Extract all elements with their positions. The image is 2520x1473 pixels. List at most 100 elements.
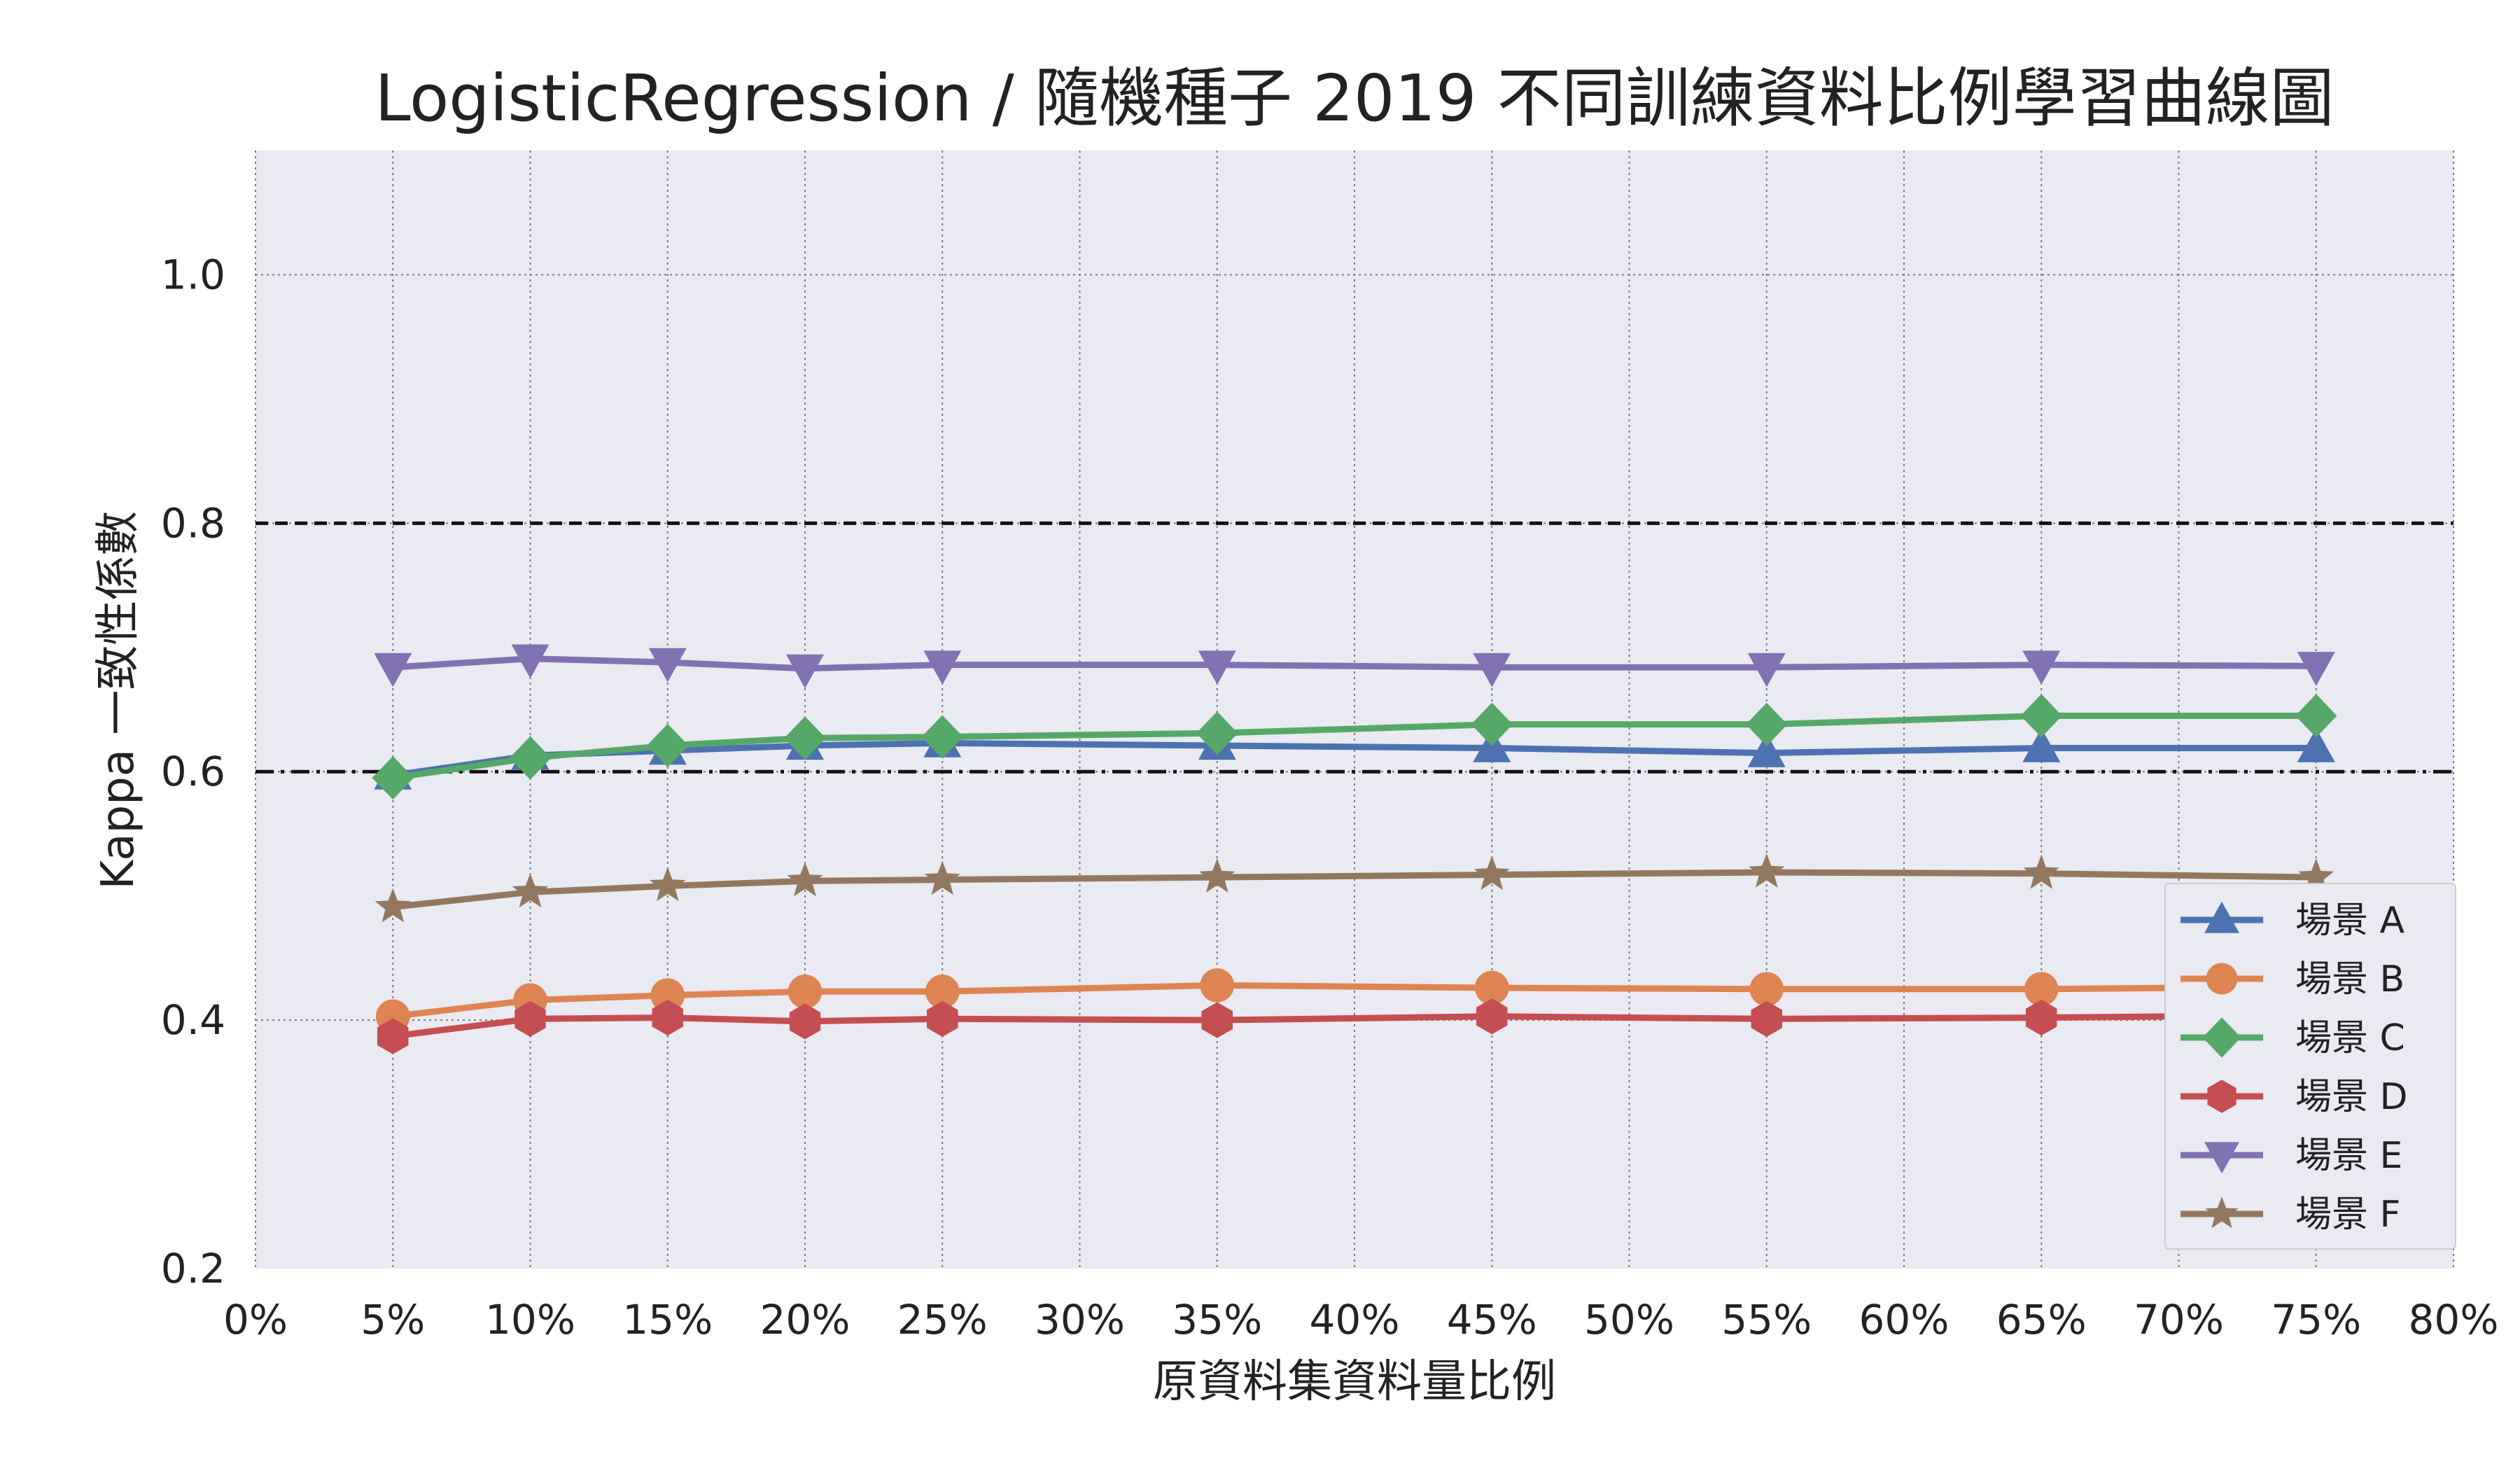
x-tick-label: 15% <box>622 1296 713 1343</box>
series-line <box>393 655 2316 672</box>
data-point <box>2026 999 2057 1036</box>
data-point <box>650 978 685 1012</box>
x-tick-label: 75% <box>2271 1296 2361 1343</box>
legend-item: 場景 D <box>2180 1076 2408 1118</box>
data-point <box>789 1003 821 1040</box>
legend-marker <box>2206 963 2238 995</box>
data-point <box>921 715 963 759</box>
x-tick-label: 35% <box>1172 1296 1262 1343</box>
data-point <box>1747 733 1786 767</box>
legend-item: 場景 C <box>2180 1017 2405 1059</box>
data-point <box>1198 650 1236 685</box>
data-point <box>788 974 822 1009</box>
data-point <box>786 654 824 689</box>
data-point <box>1749 853 1785 888</box>
data-point <box>2298 858 2334 893</box>
reference-lines-layer <box>255 521 2454 774</box>
data-point <box>511 644 550 679</box>
series-場景-C <box>372 694 2337 800</box>
data-point <box>1199 858 1236 893</box>
data-point <box>1474 856 1510 891</box>
data-point <box>2022 728 2061 762</box>
x-tick-label: 10% <box>485 1296 575 1343</box>
y-tick-label: 0.6 <box>161 748 225 795</box>
data-point <box>512 873 549 908</box>
x-tick-label: 0% <box>223 1296 288 1343</box>
data-point <box>1751 1000 1782 1037</box>
legend-label: 場景 F <box>2295 1194 2400 1236</box>
series-場景-B <box>375 968 2334 1034</box>
data-point <box>1200 968 1235 1003</box>
series-line <box>392 869 2316 911</box>
data-point <box>923 650 962 685</box>
series-場景-F <box>374 853 2334 923</box>
x-tick-label: 45% <box>1447 1296 1537 1343</box>
legend-marker <box>2202 1017 2241 1058</box>
chart-title: LogisticRegression / 隨機種子 2019 不同訓練資料比例學… <box>374 61 2334 136</box>
x-tick-label: 55% <box>1721 1296 1812 1343</box>
legend-label: 場景 D <box>2295 1076 2408 1118</box>
data-point <box>927 1000 958 1037</box>
data-point <box>1473 652 1511 687</box>
legend-marker <box>2204 1142 2239 1174</box>
x-axis-label: 原資料集資料量比例 <box>1153 1356 1556 1408</box>
legend: 場景 A 場景 B 場景 C 場景 D 場景 E 場景 F <box>2164 883 2456 1250</box>
data-point <box>647 723 689 767</box>
legend-label: 場景 E <box>2295 1135 2402 1177</box>
data-point <box>509 736 552 780</box>
x-tick-label: 50% <box>1584 1296 1674 1343</box>
data-point <box>377 1018 409 1054</box>
y-axis-label: Kappa 一致性係數 <box>92 511 144 890</box>
data-point <box>2297 652 2335 686</box>
data-point <box>374 888 411 923</box>
data-point <box>2024 972 2059 1007</box>
x-tick-label: 20% <box>760 1296 850 1343</box>
data-point <box>1476 998 1508 1035</box>
legend-item: 場景 F <box>2180 1194 2400 1236</box>
y-tick-label: 0.8 <box>161 499 225 547</box>
plot-area <box>255 151 2454 1269</box>
data-point <box>650 867 686 902</box>
data-point <box>652 999 683 1036</box>
tick-labels-layer: 0% 5% 10% 15% 20% 25% 30% 35% 40% 45% 50% 55% 60% 65%… <box>161 251 2499 1343</box>
data-point <box>787 862 823 897</box>
legend-marker <box>2205 1196 2239 1229</box>
data-point <box>2297 728 2335 762</box>
series-line <box>392 982 2316 1020</box>
data-point <box>374 652 412 687</box>
legend-item: 場景 A <box>2180 900 2405 942</box>
series-line <box>392 712 2316 781</box>
data-point <box>1471 702 1513 746</box>
y-tick-label: 0.4 <box>161 996 225 1044</box>
series-line <box>392 1012 2316 1040</box>
x-tick-label: 60% <box>1859 1296 1949 1343</box>
x-tick-label: 5% <box>360 1296 425 1343</box>
plot-background-layer <box>255 151 2454 1269</box>
data-point <box>2020 694 2062 738</box>
x-tick-label: 65% <box>1996 1296 2087 1343</box>
series-場景-E <box>374 644 2335 689</box>
data-point <box>514 1000 546 1037</box>
data-point <box>2023 854 2059 889</box>
data-point <box>1746 702 1788 746</box>
x-tick-label: 40% <box>1310 1296 1400 1343</box>
legend-item: 場景 B <box>2180 958 2404 1000</box>
data-point <box>2022 650 2061 685</box>
legend-item: 場景 E <box>2180 1135 2402 1177</box>
data-point <box>1201 1002 1233 1038</box>
legend-marker <box>2207 1080 2236 1113</box>
legend-label: 場景 A <box>2295 900 2405 942</box>
data-point <box>1747 652 1786 687</box>
legend-label: 場景 B <box>2295 958 2404 1000</box>
data-point <box>1196 711 1238 755</box>
legend-label: 場景 C <box>2295 1017 2405 1059</box>
legend-marker <box>2204 901 2239 933</box>
data-point <box>372 756 414 800</box>
data-point <box>925 974 960 1009</box>
data-point <box>924 860 960 895</box>
x-tick-label: 30% <box>1035 1296 1125 1343</box>
x-tick-label: 25% <box>897 1296 988 1343</box>
data-point <box>1749 972 1784 1007</box>
